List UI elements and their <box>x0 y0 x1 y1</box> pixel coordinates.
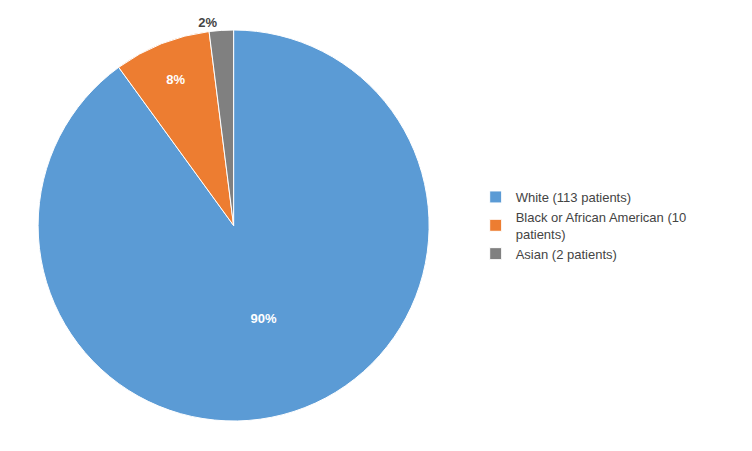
svg-text:90%: 90% <box>251 311 277 326</box>
svg-text:Black or African American (10p: Black or African American (10patients) <box>516 210 687 242</box>
svg-text:White (113 patients): White (113 patients) <box>516 190 631 205</box>
svg-text:8%: 8% <box>166 72 185 87</box>
svg-text:2%: 2% <box>198 15 217 30</box>
svg-text:Asian (2 patients): Asian (2 patients) <box>516 247 617 262</box>
